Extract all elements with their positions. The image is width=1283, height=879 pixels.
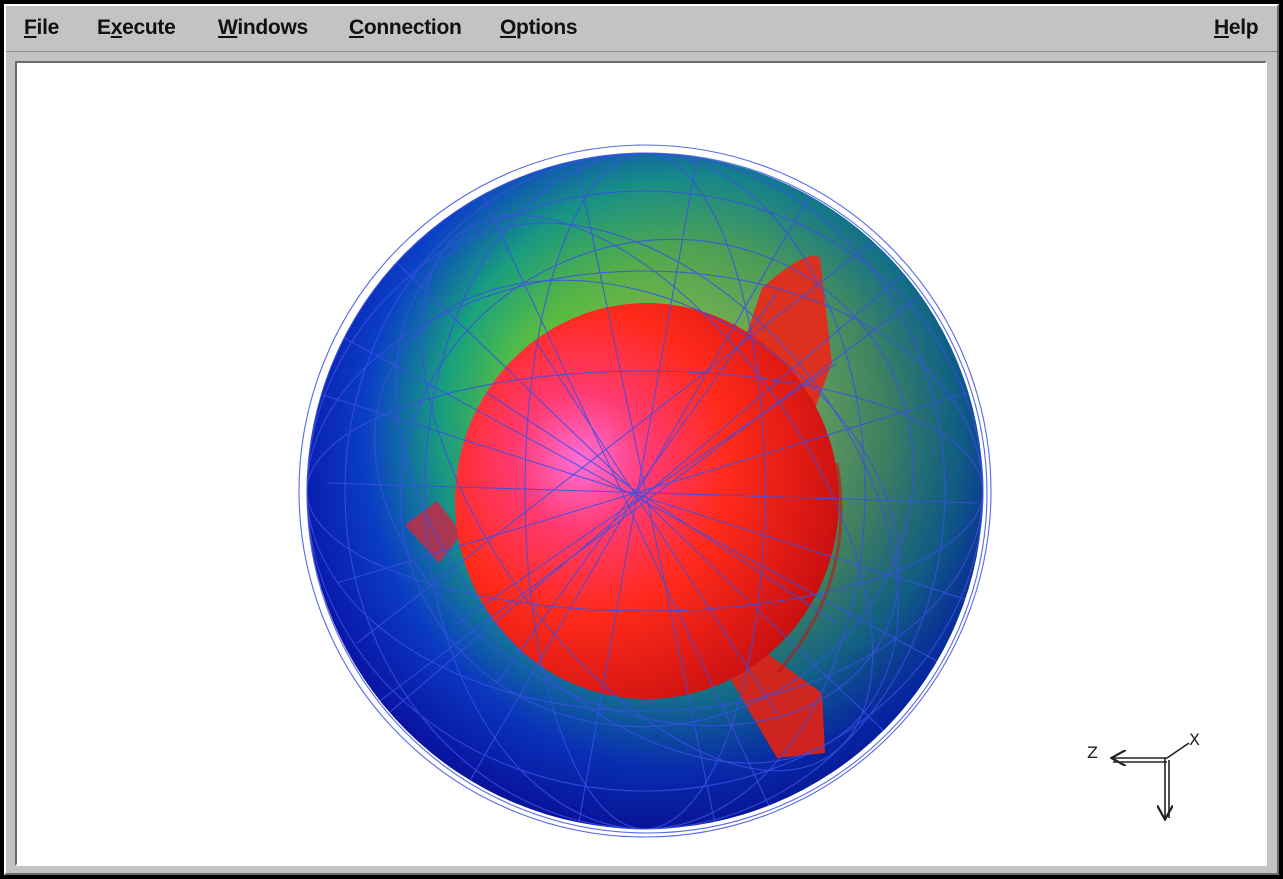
axis-label-x: X bbox=[1189, 730, 1200, 749]
axis-triad-icon bbox=[1113, 742, 1190, 818]
menu-help[interactable]: Help bbox=[1214, 16, 1259, 39]
menu-connection[interactable]: Connection bbox=[349, 16, 462, 39]
menu-file[interactable]: File bbox=[24, 16, 59, 39]
app-window: File Execute Windows Connection Options … bbox=[4, 4, 1279, 875]
menu-windows[interactable]: Windows bbox=[218, 16, 308, 39]
render-canvas[interactable]: Z X bbox=[17, 63, 1265, 864]
3d-viewport[interactable]: Z X bbox=[17, 63, 1265, 864]
menu-bar: File Execute Windows Connection Options … bbox=[6, 6, 1277, 52]
menu-options[interactable]: Options bbox=[500, 16, 578, 39]
axis-label-z: Z bbox=[1087, 743, 1098, 762]
wireframe-mesh bbox=[298, 144, 992, 838]
menu-execute[interactable]: Execute bbox=[97, 16, 176, 39]
viewport-frame: Z X bbox=[15, 61, 1267, 866]
